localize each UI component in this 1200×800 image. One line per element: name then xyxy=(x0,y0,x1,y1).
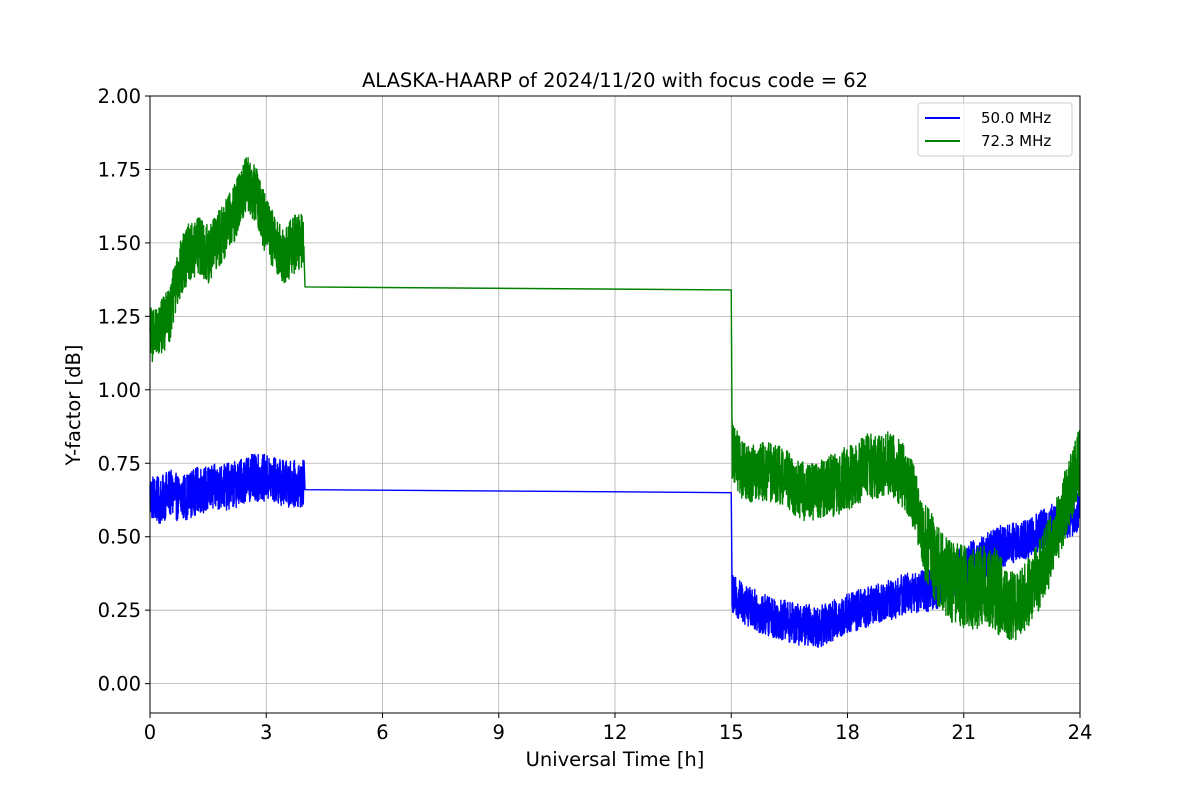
legend-label-0: 50.0 MHz xyxy=(981,109,1051,127)
y-tick-label: 0.75 xyxy=(98,452,141,475)
x-tick-label: 6 xyxy=(376,721,388,744)
y-tick-label: 0.00 xyxy=(98,673,141,696)
legend-label-1: 72.3 MHz xyxy=(981,132,1051,150)
series-layer xyxy=(149,157,1081,648)
y-tick-label: 2.00 xyxy=(98,85,141,108)
y-tick-label: 1.50 xyxy=(98,232,141,255)
y-axis-label: Y-factor [dB] xyxy=(62,345,85,467)
x-axis: 0 3 6 9 12 15 18 21 24 xyxy=(144,713,1093,744)
x-tick-label: 3 xyxy=(260,721,272,744)
x-axis-label: Universal Time [h] xyxy=(526,748,705,771)
y-tick-label: 1.75 xyxy=(98,158,141,181)
y-tick-label: 1.25 xyxy=(98,305,141,328)
x-tick-label: 12 xyxy=(603,721,628,744)
x-tick-label: 0 xyxy=(144,721,156,744)
legend-box xyxy=(917,102,1073,157)
y-axis: 0.00 0.25 0.50 0.75 1.00 1.25 1.50 1.75 2.00 xyxy=(98,85,150,696)
x-tick-label: 24 xyxy=(1068,721,1093,744)
y-tick-label: 0.25 xyxy=(98,599,141,622)
series-line-0 xyxy=(149,453,1081,648)
chart-title: ALASKA-HAARP of 2024/11/20 with focus co… xyxy=(362,69,868,92)
x-tick-label: 15 xyxy=(719,721,744,744)
series-line-1 xyxy=(149,157,1081,641)
y-tick-label: 1.00 xyxy=(98,379,141,402)
x-tick-label: 9 xyxy=(493,721,505,744)
legend: 50.0 MHz 72.3 MHz xyxy=(917,102,1073,157)
y-tick-label: 0.50 xyxy=(98,526,141,549)
x-tick-label: 18 xyxy=(835,721,860,744)
x-tick-label: 21 xyxy=(951,721,976,744)
